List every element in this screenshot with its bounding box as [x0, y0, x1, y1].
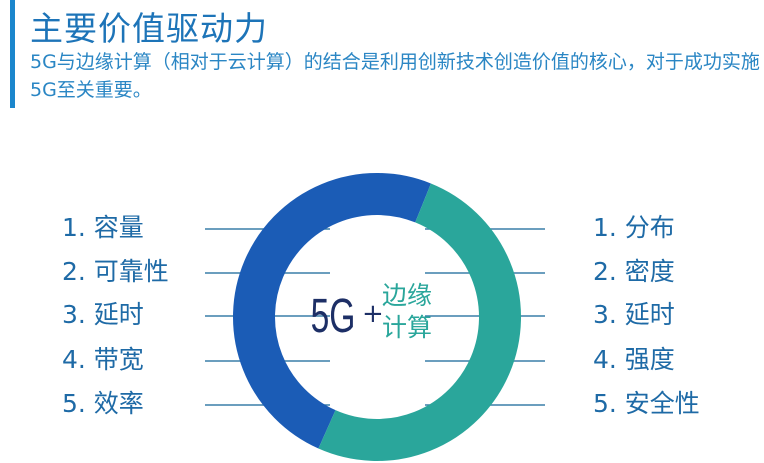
- left-item-3: 3. 延时: [62, 300, 144, 329]
- ring-segment-5g: [233, 173, 431, 449]
- ring-segment-edge-computing: [318, 183, 521, 461]
- page-title: 主要价值驱动力: [30, 9, 268, 48]
- right-item-4: 4. 强度: [593, 345, 675, 374]
- right-item-2: 2. 密度: [593, 257, 675, 286]
- description: 5G与边缘计算（相对于云计算）的结合是利用创新技术创造价值的核心，对于成功实施5…: [30, 51, 760, 101]
- left-item-1: 1. 容量: [62, 213, 144, 242]
- left-item-4: 4. 带宽: [62, 345, 144, 374]
- center-line1: 边缘: [382, 281, 432, 310]
- center-5g: 5G: [311, 288, 356, 342]
- left-item-5: 5. 效率: [62, 389, 144, 418]
- center-line2: 计算: [382, 313, 432, 342]
- right-item-3: 3. 延时: [593, 300, 675, 329]
- left-item-2: 2. 可靠性: [62, 257, 169, 286]
- right-item-1: 1. 分布: [593, 213, 675, 242]
- right-item-5: 5. 安全性: [593, 389, 700, 418]
- accent-bar: [10, 0, 15, 108]
- center-plus: +: [362, 299, 384, 329]
